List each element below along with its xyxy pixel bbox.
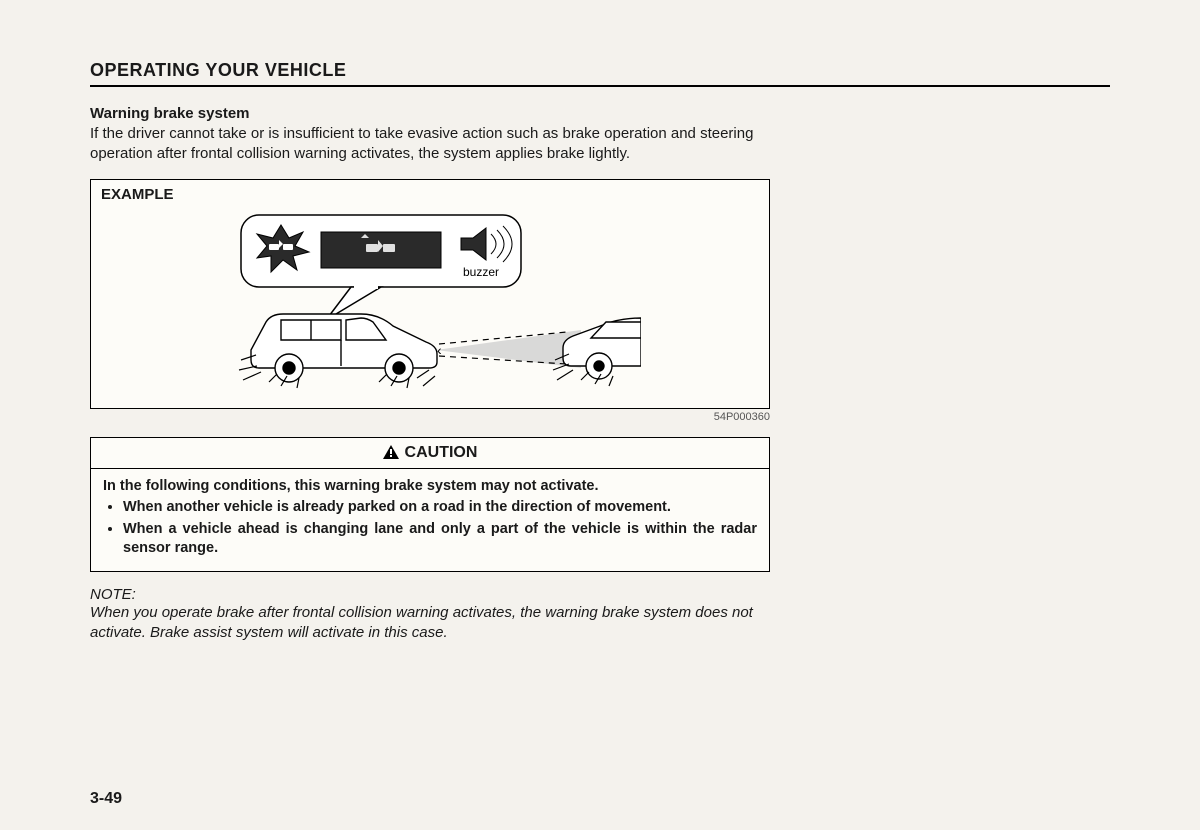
example-figure-box: EXAMPLE: [90, 179, 770, 409]
caution-box: CAUTION In the following conditions, thi…: [90, 437, 770, 572]
brake-warning-illustration: buzzer: [211, 210, 641, 400]
note-body: When you operate brake after frontal col…: [90, 603, 780, 644]
page-number: 3-49: [90, 790, 122, 808]
subsection-title: Warning brake system: [90, 105, 1110, 122]
section-title: OPERATING YOUR VEHICLE: [90, 60, 1110, 87]
caution-item: When a vehicle ahead is changing lane an…: [123, 520, 757, 559]
caution-item: When another vehicle is already parked o…: [123, 498, 757, 518]
caution-list: When another vehicle is already parked o…: [103, 498, 757, 559]
note-label: NOTE:: [90, 586, 1110, 603]
buzzer-label: buzzer: [463, 265, 499, 279]
manual-page: OPERATING YOUR VEHICLE Warning brake sys…: [0, 0, 1200, 663]
caution-lead: In the following conditions, this warnin…: [103, 477, 757, 497]
subsection-body: If the driver cannot take or is insuffic…: [90, 124, 780, 165]
caution-heading-text: CAUTION: [405, 444, 478, 461]
example-label: EXAMPLE: [91, 180, 769, 203]
caution-header: CAUTION: [91, 438, 769, 469]
svg-text:‹: ‹: [437, 342, 442, 358]
caution-body: In the following conditions, this warnin…: [91, 469, 769, 571]
figure-code: 54P000360: [90, 411, 770, 423]
warning-triangle-icon: [383, 445, 399, 459]
